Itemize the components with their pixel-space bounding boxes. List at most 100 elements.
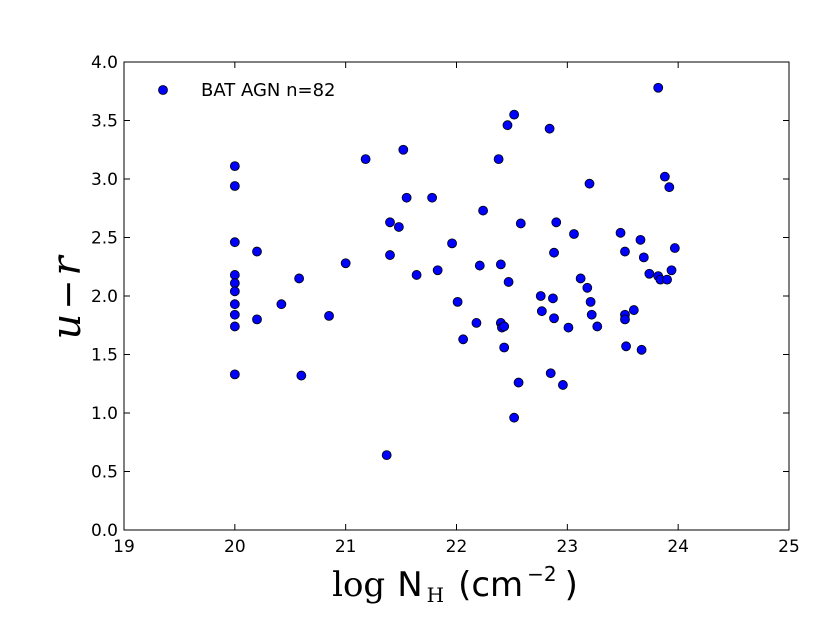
y-tick-label: 0.0 bbox=[91, 521, 118, 541]
data-point bbox=[398, 144, 409, 155]
data-point bbox=[664, 182, 675, 193]
data-point bbox=[585, 296, 596, 307]
legend-label: BAT AGN n=82 bbox=[201, 80, 336, 101]
data-point bbox=[653, 82, 664, 93]
data-point bbox=[620, 314, 630, 325]
data-point bbox=[549, 313, 559, 324]
data-point bbox=[582, 282, 593, 293]
data-point bbox=[592, 321, 603, 332]
data-point bbox=[324, 310, 334, 321]
data-point bbox=[340, 258, 351, 269]
legend-marker bbox=[158, 85, 168, 95]
data-point bbox=[548, 293, 558, 304]
data-point bbox=[551, 217, 562, 228]
data-point bbox=[478, 205, 489, 216]
data-point bbox=[294, 273, 305, 284]
y-tick-label: 0.5 bbox=[91, 463, 118, 483]
data-point bbox=[474, 260, 485, 271]
x-label-subscript: H bbox=[427, 583, 444, 607]
y-label-u: u bbox=[44, 314, 90, 340]
x-tick-label: 19 bbox=[113, 537, 135, 557]
data-point bbox=[620, 246, 630, 257]
data-point bbox=[229, 299, 240, 310]
data-point bbox=[495, 259, 506, 270]
y-label-r: r bbox=[44, 254, 90, 276]
legend: BAT AGN n=82 bbox=[158, 80, 336, 101]
data-point bbox=[644, 268, 655, 279]
data-point bbox=[411, 270, 422, 280]
data-point bbox=[229, 278, 240, 289]
data-point bbox=[545, 368, 556, 379]
data-point bbox=[549, 247, 559, 258]
data-point bbox=[515, 218, 526, 229]
y-tick-label: 2.0 bbox=[91, 287, 118, 307]
data-point bbox=[452, 296, 463, 307]
data-point bbox=[427, 192, 438, 203]
data-point bbox=[509, 109, 520, 120]
data-point bbox=[659, 171, 670, 182]
data-point bbox=[584, 178, 595, 189]
x-axis-label: log N H (cm −2 ) bbox=[332, 562, 578, 607]
data-point bbox=[229, 309, 240, 320]
data-point bbox=[252, 246, 262, 257]
data-point bbox=[535, 291, 546, 301]
data-point bbox=[458, 334, 469, 345]
x-tick-label: 20 bbox=[224, 537, 246, 557]
data-point bbox=[544, 123, 555, 134]
data-point bbox=[393, 222, 404, 232]
x-tick-label: 23 bbox=[557, 537, 579, 557]
data-point bbox=[563, 322, 574, 333]
data-point bbox=[558, 380, 568, 390]
x-label-unit: (cm bbox=[458, 565, 523, 605]
data-points bbox=[229, 82, 680, 461]
x-label-exponent: −2 bbox=[527, 562, 556, 586]
data-point bbox=[229, 161, 240, 172]
data-point bbox=[296, 370, 307, 381]
data-point bbox=[276, 299, 287, 310]
data-point bbox=[447, 238, 457, 249]
data-point bbox=[509, 412, 520, 423]
y-tick-label: 3.5 bbox=[91, 112, 118, 132]
data-point bbox=[586, 309, 597, 320]
data-point bbox=[499, 321, 510, 332]
data-point bbox=[229, 181, 240, 191]
y-tick-label: 3.0 bbox=[91, 170, 118, 190]
data-point bbox=[503, 277, 514, 287]
data-point bbox=[638, 252, 649, 263]
data-point bbox=[432, 265, 443, 276]
data-point bbox=[636, 344, 647, 355]
data-point bbox=[502, 120, 513, 131]
data-point bbox=[536, 306, 547, 317]
data-point bbox=[229, 237, 240, 248]
data-point bbox=[499, 342, 510, 353]
data-point bbox=[229, 286, 240, 297]
data-point bbox=[669, 243, 680, 253]
x-tick-label: 21 bbox=[335, 537, 357, 557]
data-point bbox=[615, 227, 626, 238]
data-point bbox=[229, 369, 240, 380]
data-point bbox=[471, 318, 482, 328]
data-point bbox=[569, 229, 579, 239]
y-axis-label: u − r bbox=[44, 254, 90, 340]
data-point bbox=[385, 217, 395, 228]
y-tick-label: 4.0 bbox=[91, 53, 118, 73]
data-point bbox=[360, 154, 371, 165]
data-point bbox=[385, 250, 395, 260]
data-point bbox=[493, 154, 504, 165]
data-point bbox=[381, 450, 392, 461]
x-tick-label: 22 bbox=[446, 537, 468, 557]
x-label-prefix: log bbox=[332, 565, 385, 605]
data-point bbox=[575, 273, 586, 284]
y-axis-ticks: 0.0 0.5 1.0 1.5 2.0 2.5 3.0 3.5 4.0 bbox=[91, 53, 789, 541]
data-point bbox=[621, 341, 631, 352]
data-point bbox=[666, 265, 677, 276]
plot-area bbox=[124, 62, 789, 530]
y-label-dash: − bbox=[48, 280, 89, 310]
y-tick-label: 1.5 bbox=[91, 346, 118, 366]
x-label-close: ) bbox=[565, 565, 578, 605]
data-point bbox=[401, 192, 412, 203]
data-point bbox=[229, 270, 240, 280]
data-point bbox=[635, 234, 646, 245]
data-point bbox=[252, 314, 262, 325]
